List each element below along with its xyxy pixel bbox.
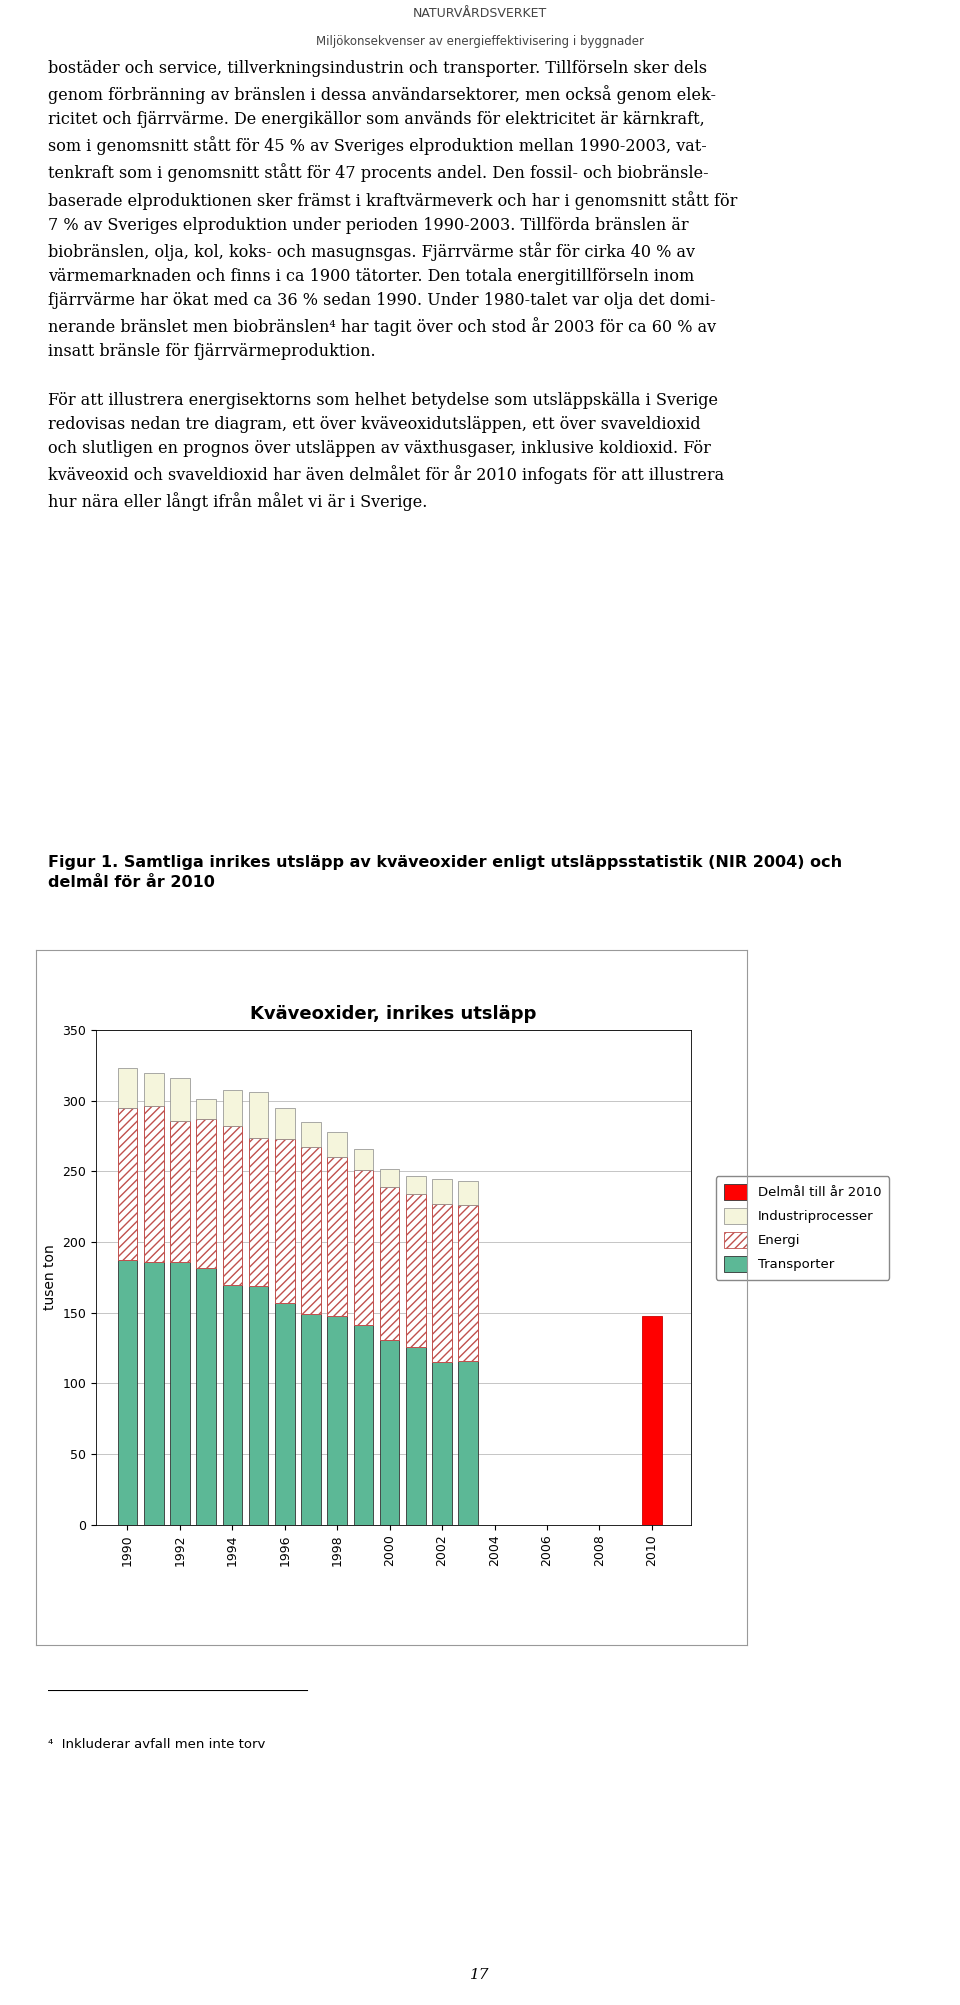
Bar <box>353 1149 373 1171</box>
Bar <box>144 1261 163 1524</box>
Bar <box>406 1195 425 1347</box>
Bar <box>459 1205 478 1361</box>
Bar <box>170 1121 190 1261</box>
Bar <box>275 1303 295 1524</box>
Bar <box>275 1139 295 1303</box>
Bar <box>327 1315 348 1524</box>
Bar <box>406 1195 425 1347</box>
Bar <box>249 1137 269 1285</box>
Bar <box>459 1205 478 1361</box>
Bar <box>432 1361 452 1524</box>
Bar <box>327 1157 348 1315</box>
Text: bostäder och service, tillverkningsindustrin och transporter. Tillförseln sker d: bostäder och service, tillverkningsindus… <box>48 60 737 511</box>
Bar <box>380 1187 399 1339</box>
Bar <box>432 1203 452 1361</box>
Bar <box>144 1107 163 1261</box>
Bar <box>144 1073 163 1107</box>
Bar <box>118 1069 137 1109</box>
Text: Figur 1. Samtliga inrikes utsläpp av kväveoxider enligt utsläppsstatistik (NIR 2: Figur 1. Samtliga inrikes utsläpp av kvä… <box>48 854 842 890</box>
Bar <box>301 1147 321 1313</box>
Bar <box>170 1079 190 1121</box>
Legend: Delmål till år 2010, Industriprocesser, Energi, Transporter: Delmål till år 2010, Industriprocesser, … <box>715 1177 889 1279</box>
Bar <box>170 1121 190 1261</box>
Bar <box>353 1171 373 1325</box>
Bar <box>223 1089 242 1127</box>
Bar <box>327 1133 348 1157</box>
Bar <box>196 1119 216 1267</box>
Bar <box>223 1127 242 1285</box>
Bar <box>196 1267 216 1524</box>
Text: Miljökonsekvenser av energieffektivisering i byggnader: Miljökonsekvenser av energieffektiviseri… <box>316 36 644 48</box>
Bar <box>301 1123 321 1147</box>
Bar <box>275 1139 295 1303</box>
Bar <box>459 1181 478 1205</box>
Text: ⁴  Inkluderar avfall men inte torv: ⁴ Inkluderar avfall men inte torv <box>48 1738 265 1750</box>
Title: Kväveoxider, inrikes utsläpp: Kväveoxider, inrikes utsläpp <box>251 1005 537 1023</box>
Bar <box>406 1347 425 1524</box>
Bar <box>249 1285 269 1524</box>
Bar <box>327 1157 348 1315</box>
Bar <box>223 1285 242 1524</box>
Bar <box>301 1147 321 1313</box>
Bar <box>406 1175 425 1195</box>
Bar <box>432 1203 452 1361</box>
Bar <box>118 1109 137 1261</box>
Bar <box>353 1171 373 1325</box>
Bar <box>301 1313 321 1524</box>
Bar <box>144 1107 163 1261</box>
Bar <box>170 1261 190 1524</box>
Bar <box>275 1109 295 1139</box>
Bar <box>459 1361 478 1524</box>
Bar <box>196 1119 216 1267</box>
Y-axis label: tusen ton: tusen ton <box>43 1245 57 1311</box>
Bar <box>249 1093 269 1137</box>
Bar <box>118 1109 137 1261</box>
Text: NATURVÅRDSVERKET: NATURVÅRDSVERKET <box>413 6 547 20</box>
Bar <box>380 1339 399 1524</box>
Bar <box>196 1099 216 1119</box>
Bar <box>432 1179 452 1203</box>
Bar <box>642 1315 661 1524</box>
Text: 17: 17 <box>470 1969 490 1981</box>
Bar <box>353 1325 373 1524</box>
Bar <box>118 1261 137 1524</box>
Bar <box>380 1187 399 1339</box>
Bar <box>380 1169 399 1187</box>
Bar <box>249 1137 269 1285</box>
Bar <box>223 1127 242 1285</box>
